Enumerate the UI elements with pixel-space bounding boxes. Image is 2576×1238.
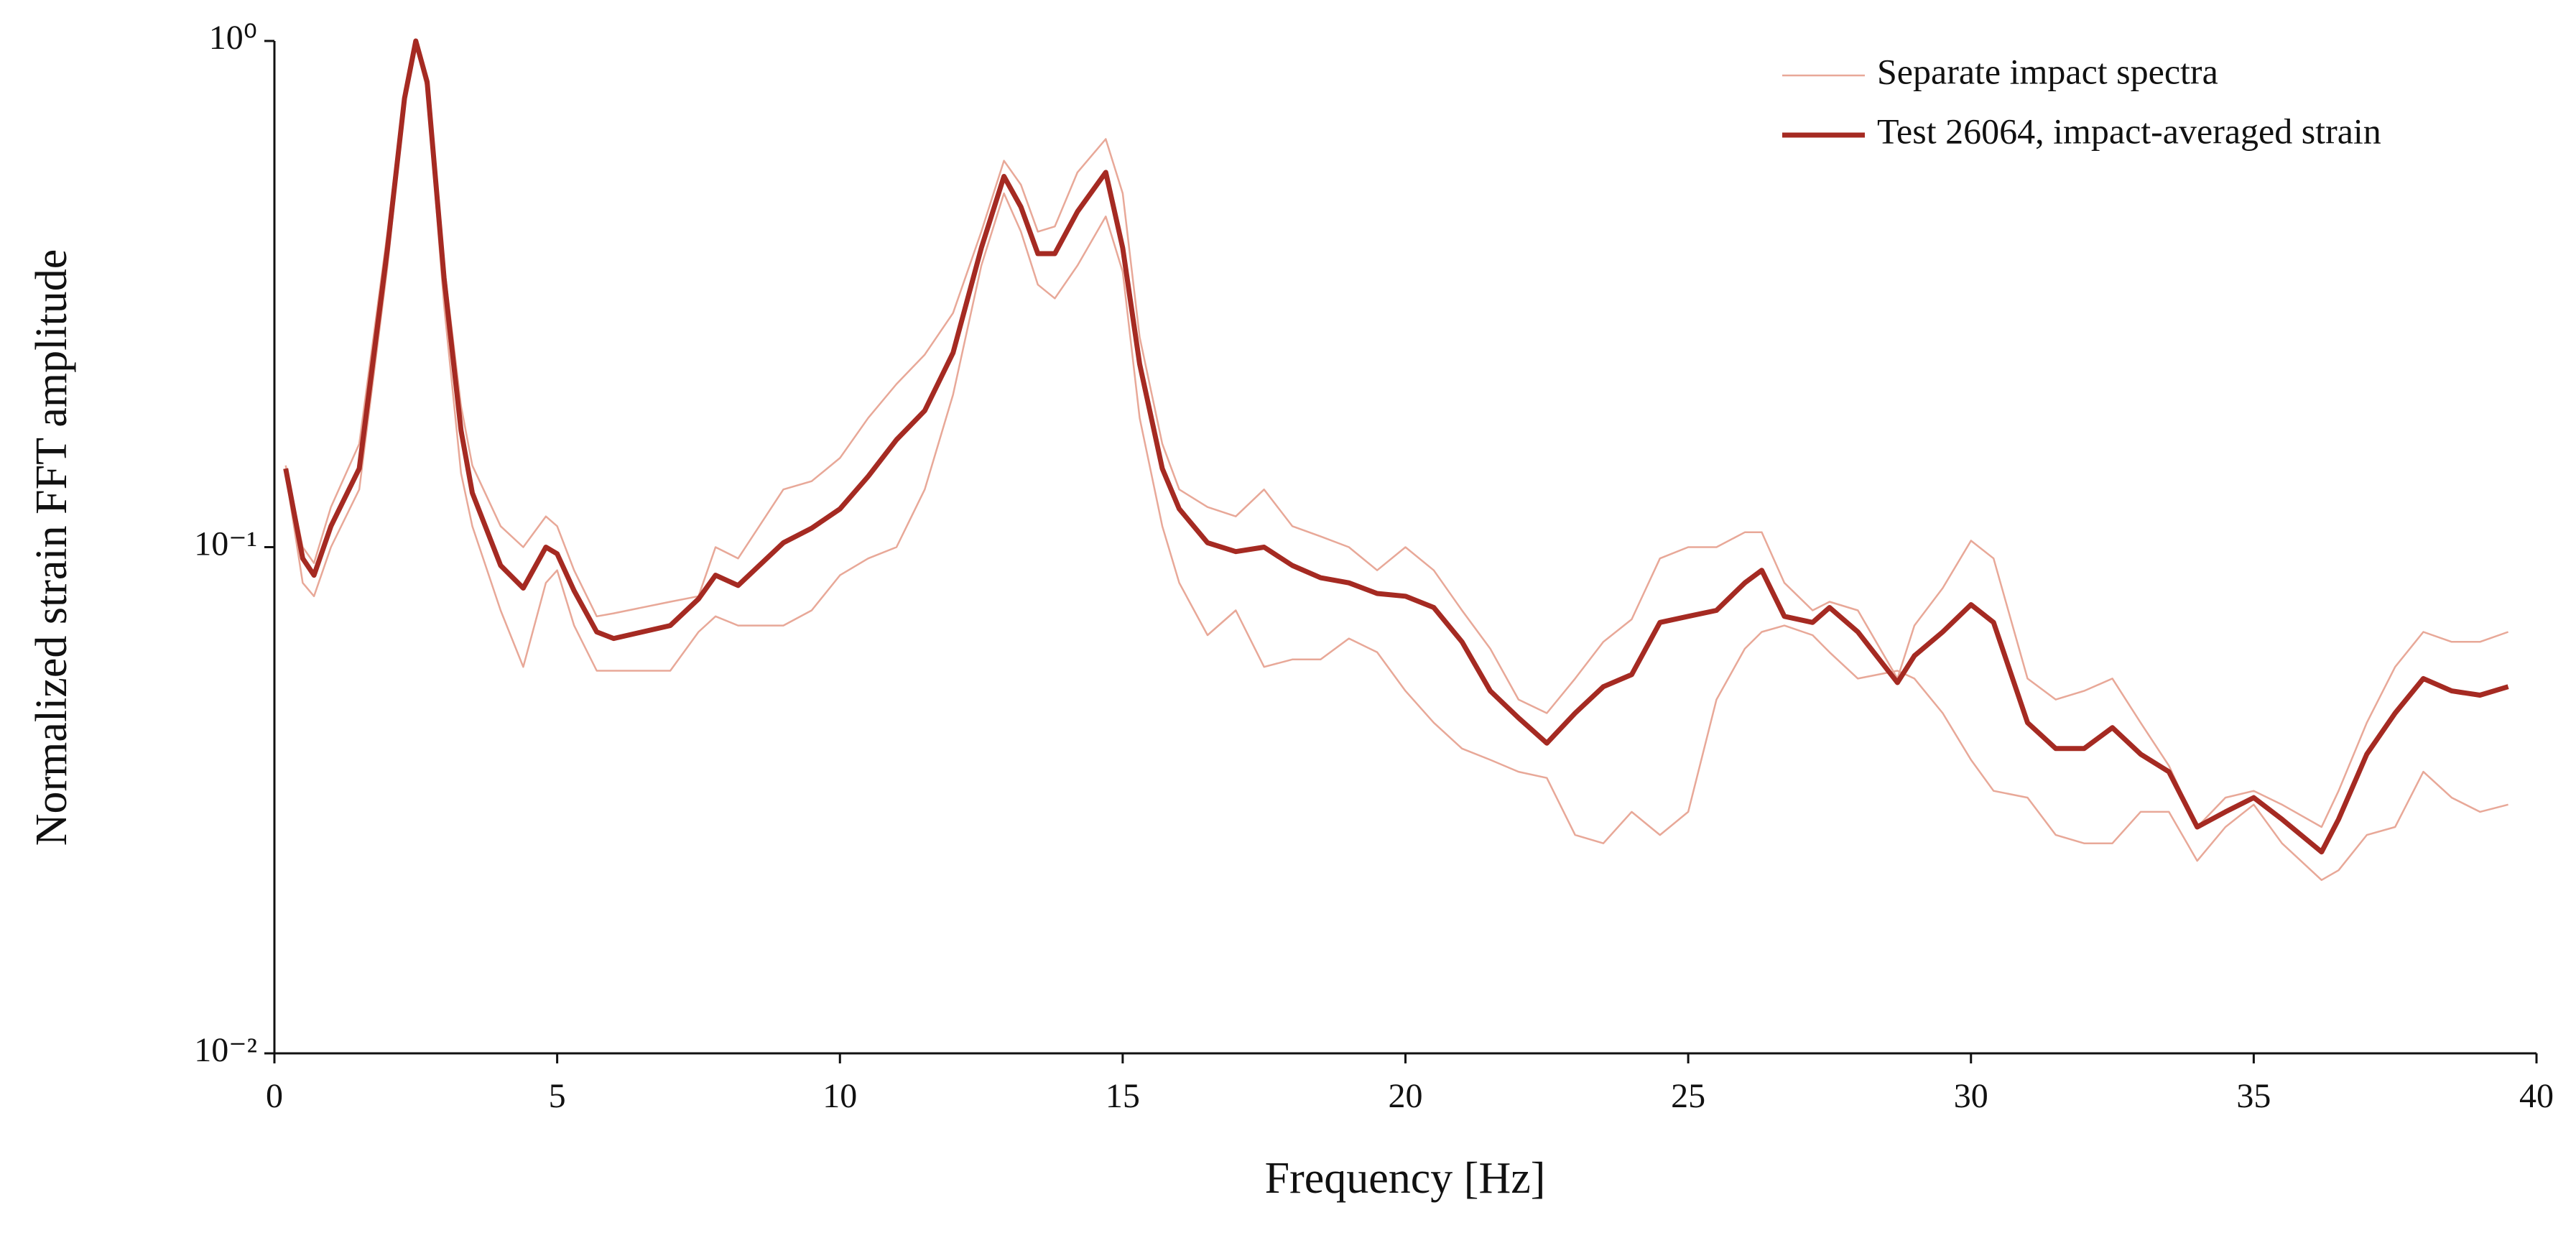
y-tick-label: 10⁻¹ [194,525,257,563]
x-tick-label: 15 [1106,1077,1140,1115]
y-tick-label: 10⁻² [194,1031,257,1069]
x-tick-label: 20 [1389,1077,1423,1115]
y-tick-label: 10⁰ [209,19,257,57]
series-line [283,38,2509,855]
series-line [284,40,2509,828]
x-tick-label: 40 [2519,1077,2554,1115]
x-tick-label: 10 [823,1077,857,1115]
legend-label: Separate impact spectra [1877,51,2218,91]
x-tick-label: 35 [2236,1077,2271,1115]
x-axis-label: Frequency [Hz] [1265,1154,1546,1203]
x-tick-label: 0 [266,1077,283,1115]
x-tick-label: 5 [549,1077,566,1115]
x-tick-label: 25 [1671,1077,1705,1115]
series-line [284,44,2508,882]
x-tick-label: 30 [1954,1077,1988,1115]
y-axis-label: Normalized strain FFT amplitude [27,249,76,846]
legend-label: Test 26064, impact-averaged strain [1877,111,2381,151]
